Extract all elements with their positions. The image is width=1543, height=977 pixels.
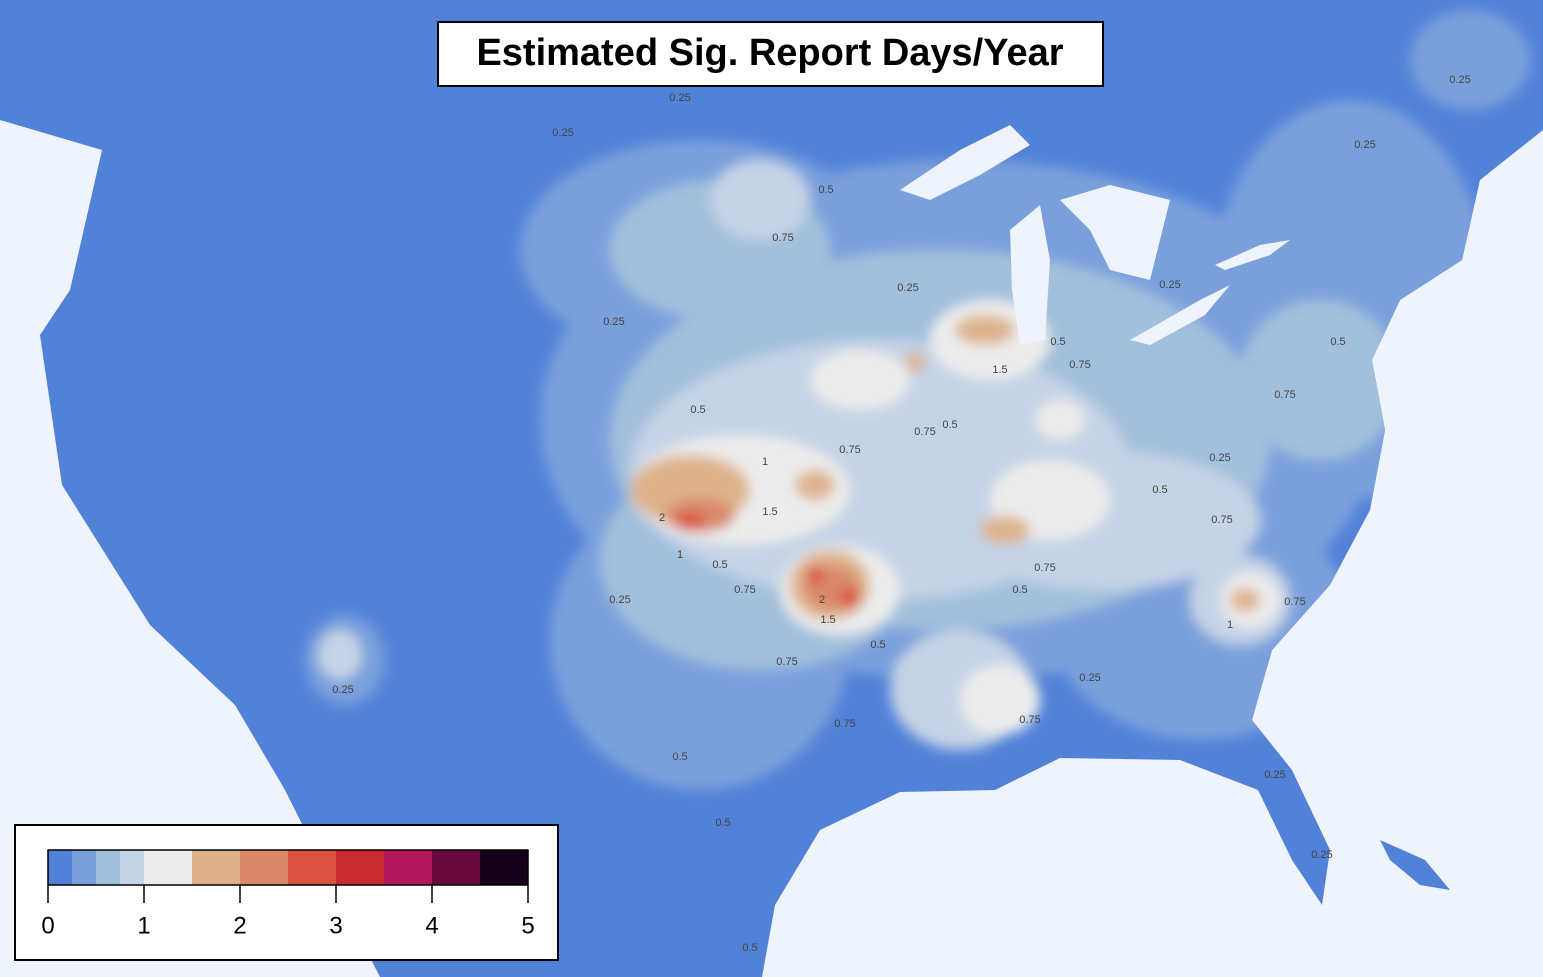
map-title: Estimated Sig. Report Days/Year bbox=[476, 32, 1063, 74]
contour-label: 0.5 bbox=[712, 559, 727, 571]
contour-label: 0.25 bbox=[603, 316, 624, 328]
colorbar-segment bbox=[240, 850, 288, 885]
contour-label: 0.5 bbox=[715, 817, 730, 829]
colorbar-tick-label: 0 bbox=[41, 912, 54, 939]
contour-label: 0.25 bbox=[1264, 769, 1285, 781]
contour-label: 0.75 bbox=[734, 584, 755, 596]
legend-box bbox=[14, 824, 559, 961]
contour-label: 0.5 bbox=[870, 639, 885, 651]
lake bbox=[1215, 240, 1290, 270]
contour-label: 0.25 bbox=[1159, 279, 1180, 291]
colorbar-tick-label: 5 bbox=[521, 912, 534, 939]
heat-blob bbox=[905, 352, 925, 372]
contour-label: 1 bbox=[762, 456, 768, 468]
heat-blob bbox=[1035, 400, 1085, 440]
colorbar-segment bbox=[192, 850, 240, 885]
heat-blob bbox=[840, 588, 860, 608]
contour-label: 0.75 bbox=[839, 444, 860, 456]
heat-blob bbox=[955, 315, 1015, 345]
heat-blob bbox=[960, 665, 1040, 735]
contour-label: 0.75 bbox=[776, 656, 797, 668]
contour-label: 1.5 bbox=[992, 364, 1007, 376]
contour-label: 1.5 bbox=[820, 614, 835, 626]
heat-blob bbox=[806, 566, 824, 584]
heat-blob bbox=[810, 350, 910, 410]
colorbar-segment bbox=[384, 850, 432, 885]
colorbar-segment bbox=[96, 850, 120, 885]
colorbar-segment bbox=[72, 850, 96, 885]
contour-label: 0.25 bbox=[1209, 452, 1230, 464]
contour-label: 0.75 bbox=[1284, 596, 1305, 608]
contour-labels: 0.25 0.25 0.5 0.75 0.25 0.25 0.25 0.5 0.5 0.75 1.5… bbox=[332, 74, 1470, 954]
contour-label: 1 bbox=[1227, 619, 1233, 631]
heat-blob bbox=[795, 470, 835, 500]
heat-blob bbox=[1410, 10, 1530, 110]
colorbar-segment bbox=[144, 850, 192, 885]
contour-label: 0.25 bbox=[669, 92, 690, 104]
colorbar-tick-label: 4 bbox=[425, 912, 438, 939]
contour-label: 0.75 bbox=[772, 232, 793, 244]
lake bbox=[1130, 285, 1230, 345]
heat-blob bbox=[710, 160, 810, 240]
lake bbox=[1010, 205, 1050, 345]
contour-label: 2 bbox=[659, 512, 665, 524]
colorbar-frame bbox=[47, 849, 529, 886]
contour-label: 0.5 bbox=[818, 184, 833, 196]
heat-blob bbox=[1240, 300, 1400, 460]
heat-blob bbox=[675, 513, 705, 531]
contour-label: 0.5 bbox=[1012, 584, 1027, 596]
heat-blob bbox=[318, 630, 362, 680]
contour-label: 0.5 bbox=[942, 419, 957, 431]
contour-label: 0.75 bbox=[1019, 714, 1040, 726]
colorbar-segment bbox=[432, 850, 480, 885]
contour-label: 0.75 bbox=[1274, 389, 1295, 401]
contour-label: 2 bbox=[819, 594, 825, 606]
great-lakes bbox=[900, 125, 1290, 345]
colorbar-tick-label: 2 bbox=[233, 912, 246, 939]
contour-label: 0.5 bbox=[1050, 336, 1065, 348]
contour-label: 0.25 bbox=[1449, 74, 1470, 86]
heat-field bbox=[305, 10, 1530, 790]
title-box bbox=[437, 21, 1104, 87]
contour-label: 0.75 bbox=[1069, 359, 1090, 371]
colorbar-tick-label: 3 bbox=[329, 912, 342, 939]
contour-label: 0.25 bbox=[897, 282, 918, 294]
contour-label: 0.75 bbox=[914, 426, 935, 438]
heat-blob bbox=[1230, 588, 1260, 612]
contour-label: 0.5 bbox=[742, 942, 757, 954]
contour-label: 0.75 bbox=[1034, 562, 1055, 574]
contour-label: 1 bbox=[677, 549, 683, 561]
contour-label: 0.5 bbox=[1330, 336, 1345, 348]
colorbar: 0 1 2 3 4 5 bbox=[41, 849, 535, 939]
contour-label: 0.25 bbox=[1311, 849, 1332, 861]
island bbox=[1380, 840, 1450, 890]
contour-label: 0.25 bbox=[1354, 139, 1375, 151]
contour-label: 0.5 bbox=[690, 404, 705, 416]
lake bbox=[1060, 185, 1170, 280]
contour-label: 0.25 bbox=[552, 127, 573, 139]
heat-blob bbox=[980, 516, 1030, 544]
contour-label: 1.5 bbox=[762, 506, 777, 518]
contour-label: 0.25 bbox=[609, 594, 630, 606]
colorbar-segment bbox=[336, 850, 384, 885]
colorbar-segment bbox=[120, 850, 144, 885]
contour-label: 0.75 bbox=[1211, 514, 1232, 526]
contour-label: 0.25 bbox=[332, 684, 353, 696]
colorbar-segment bbox=[48, 850, 72, 885]
contour-label: 0.5 bbox=[1152, 484, 1167, 496]
colorbar-segment bbox=[288, 850, 336, 885]
contour-label: 0.5 bbox=[672, 751, 687, 763]
colorbar-segment bbox=[480, 850, 528, 885]
lake bbox=[900, 125, 1030, 200]
colorbar-tick-label: 1 bbox=[137, 912, 150, 939]
contour-label: 0.75 bbox=[834, 718, 855, 730]
contour-label: 0.25 bbox=[1079, 672, 1100, 684]
